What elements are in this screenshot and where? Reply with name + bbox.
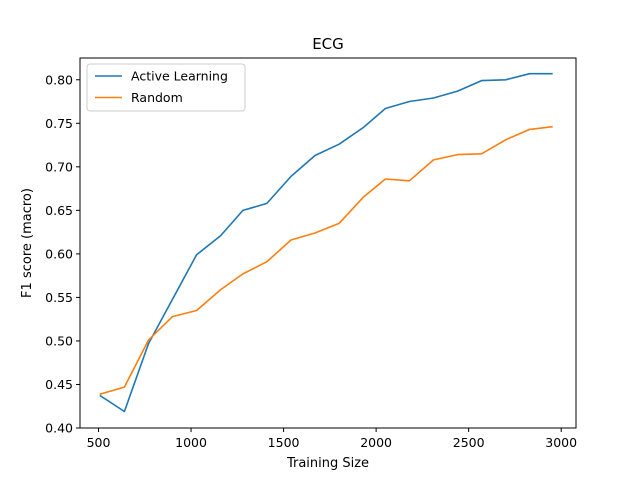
series-line-random	[99, 125, 553, 395]
y-tick-label: 0.55	[45, 290, 73, 305]
legend-label: Active Learning	[131, 69, 228, 84]
legend-label: Random	[131, 90, 183, 105]
series-line-active-learning	[99, 72, 553, 413]
x-axis-ticks: 500 1000 1500 2000 2500 3000	[87, 428, 577, 450]
y-tick-label: 0.50	[45, 333, 73, 348]
x-tick-label: 2500	[453, 435, 485, 450]
series-layer	[99, 72, 553, 413]
x-tick-label: 2000	[360, 435, 392, 450]
x-axis-label: Training Size	[286, 456, 369, 471]
y-tick-label: 0.40	[45, 421, 73, 436]
chart-title: ECG	[312, 35, 344, 53]
y-tick-label: 0.45	[45, 377, 73, 392]
x-tick-label: 1500	[268, 435, 300, 450]
y-tick-label: 0.75	[45, 116, 73, 131]
x-tick-label: 500	[87, 435, 111, 450]
y-axis-ticks: 0.40 0.45 0.50 0.55 0.60 0.65 0.70 0.75 0.80	[45, 72, 80, 436]
legend: Active Learning Random	[86, 63, 246, 112]
y-tick-label: 0.65	[45, 203, 73, 218]
plot-frame	[79, 57, 577, 429]
x-tick-label: 1000	[175, 435, 207, 450]
y-tick-label: 0.70	[45, 159, 73, 174]
y-tick-label: 0.60	[45, 246, 73, 261]
x-tick-label: 3000	[545, 435, 577, 450]
legend-box	[86, 63, 246, 112]
y-axis-label: F1 score (macro)	[20, 188, 35, 298]
y-tick-label: 0.80	[45, 72, 73, 87]
